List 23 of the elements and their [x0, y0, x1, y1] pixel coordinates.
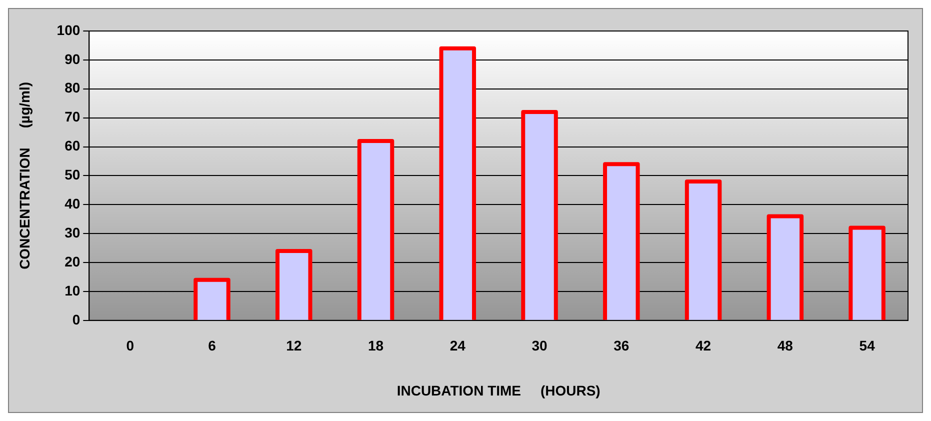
x-tick-label: 30 [532, 338, 548, 354]
y-tick-label: 10 [64, 282, 80, 298]
y-axis-title: CONCENTRATION (µg/ml) [16, 82, 32, 270]
y-tick-label: 20 [64, 253, 80, 270]
x-tick-label: 48 [777, 338, 794, 354]
x-tick-label: 36 [614, 338, 630, 354]
x-axis-title: INCUBATION TIME (HOURS) [396, 382, 600, 398]
y-tick-label: 50 [64, 166, 80, 183]
y-tick-label: 80 [64, 80, 80, 96]
y-tick-label: 30 [64, 224, 80, 240]
x-tick-label: 42 [696, 338, 712, 354]
y-tick-label: 70 [64, 108, 80, 125]
x-tick-label: 18 [368, 338, 384, 354]
y-tick-label: 0 [72, 311, 80, 328]
x-tick-label: 6 [208, 338, 216, 354]
y-tick-label: 100 [56, 22, 80, 38]
x-tick-label: 54 [859, 338, 876, 354]
x-tick-label: 24 [450, 338, 466, 354]
y-tick-label: 90 [64, 50, 80, 67]
y-tick-label: 60 [64, 138, 80, 154]
y-tick-label: 40 [64, 196, 80, 212]
x-tick-label: 0 [126, 338, 134, 354]
x-tick-label: 12 [286, 338, 302, 354]
